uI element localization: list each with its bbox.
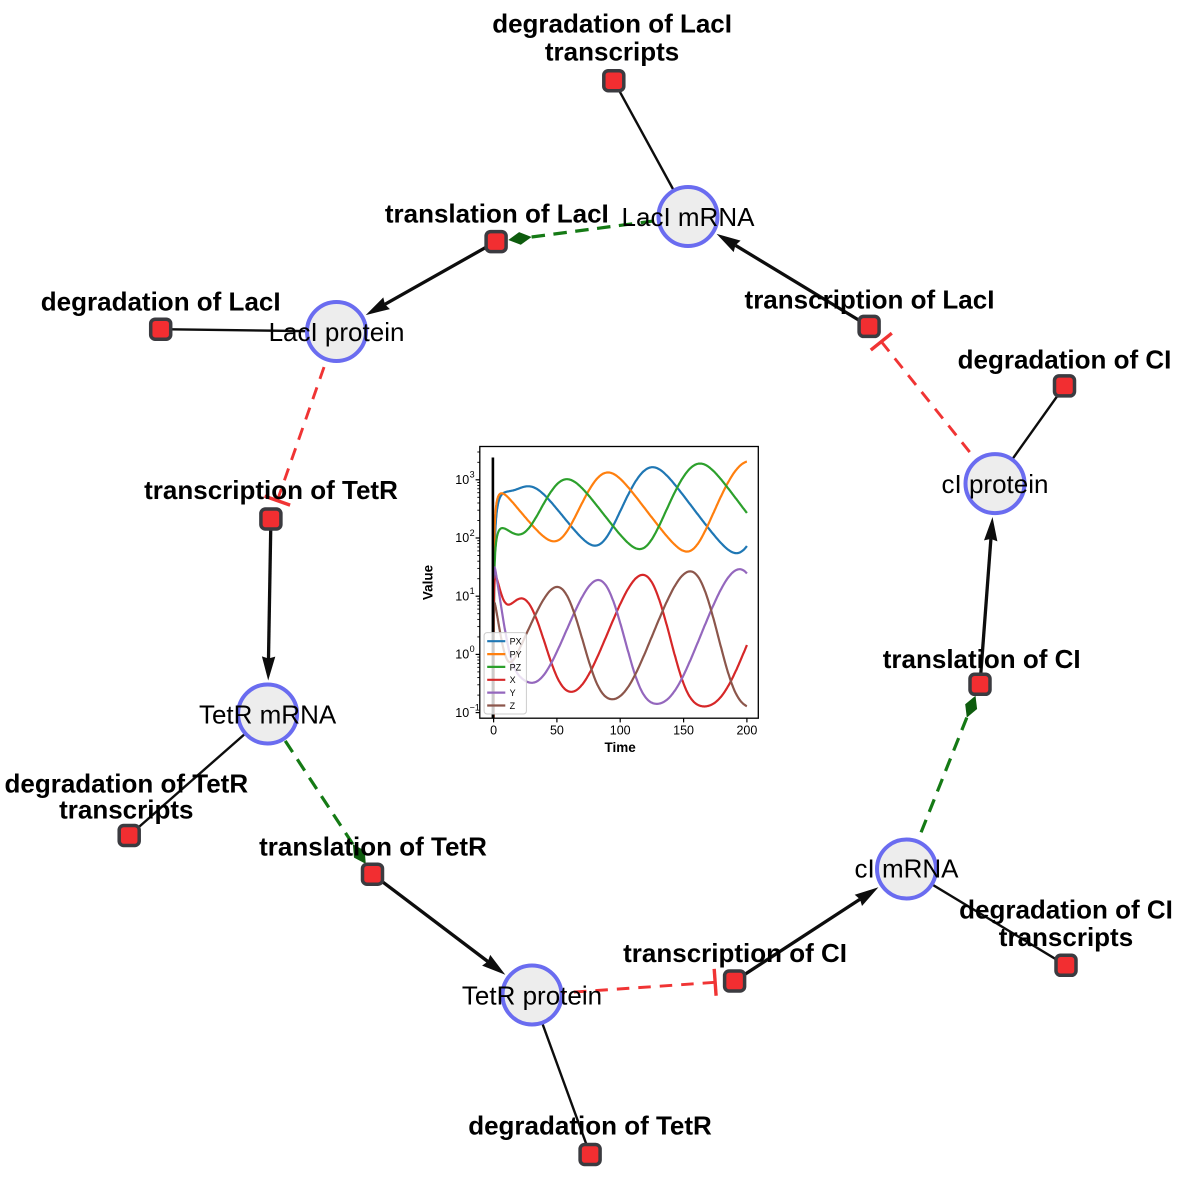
svg-text:50: 50 xyxy=(550,724,564,738)
svg-text:degradation of CI: degradation of CI xyxy=(959,895,1173,925)
svg-text:degradation of LacI: degradation of LacI xyxy=(492,8,732,38)
svg-text:degradation of LacI: degradation of LacI xyxy=(41,287,281,317)
svg-text:10: 10 xyxy=(455,531,469,545)
svg-text:translation of LacI: translation of LacI xyxy=(385,199,609,229)
svg-text:TetR protein: TetR protein xyxy=(462,980,602,1010)
svg-text:0: 0 xyxy=(470,644,475,654)
svg-text:Z: Z xyxy=(510,701,516,711)
svg-text:transcription of CI: transcription of CI xyxy=(623,938,847,968)
svg-text:transcription of LacI: transcription of LacI xyxy=(745,285,995,315)
svg-text:150: 150 xyxy=(673,724,694,738)
svg-text:LacI mRNA: LacI mRNA xyxy=(622,202,756,232)
svg-text:10: 10 xyxy=(455,589,469,603)
svg-text:PY: PY xyxy=(510,650,522,660)
svg-text:Time: Time xyxy=(604,740,636,755)
svg-text:1: 1 xyxy=(470,586,475,596)
svg-text:transcripts: transcripts xyxy=(999,922,1133,952)
svg-text:10: 10 xyxy=(455,706,469,720)
svg-text:200: 200 xyxy=(736,724,757,738)
svg-text:degradation of TetR: degradation of TetR xyxy=(4,769,248,799)
svg-text:100: 100 xyxy=(610,724,631,738)
svg-text:2: 2 xyxy=(470,528,475,538)
svg-text:3: 3 xyxy=(470,470,475,480)
svg-text:transcripts: transcripts xyxy=(545,36,679,66)
svg-text:X: X xyxy=(510,675,516,685)
svg-text:degradation of CI: degradation of CI xyxy=(958,345,1172,375)
svg-text:cI protein: cI protein xyxy=(942,469,1049,499)
svg-text:10: 10 xyxy=(455,648,469,662)
svg-text:TetR mRNA: TetR mRNA xyxy=(199,699,337,729)
svg-text:degradation of TetR: degradation of TetR xyxy=(468,1110,712,1140)
svg-text:translation of CI: translation of CI xyxy=(883,644,1081,674)
svg-text:10: 10 xyxy=(455,473,469,487)
svg-text:LacI protein: LacI protein xyxy=(269,317,405,347)
svg-text:translation of TetR: translation of TetR xyxy=(259,832,487,862)
svg-text:Y: Y xyxy=(510,688,516,698)
svg-text:PX: PX xyxy=(510,637,522,647)
svg-text:PZ: PZ xyxy=(510,662,522,672)
svg-text:−1: −1 xyxy=(470,702,480,712)
svg-text:Value: Value xyxy=(420,564,435,600)
svg-text:transcripts: transcripts xyxy=(59,795,193,825)
svg-text:transcription of TetR: transcription of TetR xyxy=(144,475,398,505)
svg-text:0: 0 xyxy=(490,724,497,738)
svg-text:cI mRNA: cI mRNA xyxy=(855,853,960,883)
